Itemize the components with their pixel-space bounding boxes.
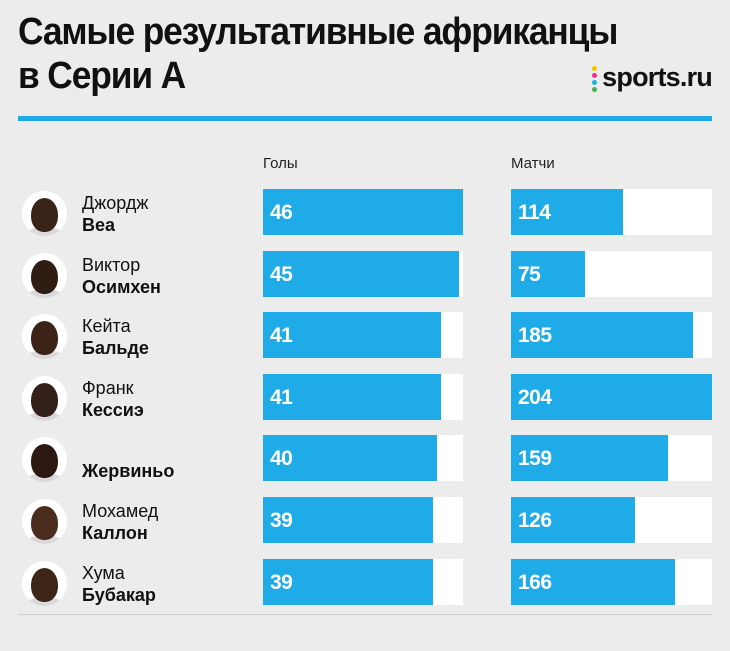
- goals-bar-track: 40: [263, 435, 463, 482]
- goals-value-label: 40: [270, 447, 293, 471]
- matches-value-label: 75: [518, 262, 541, 286]
- brand-logo: sports.ru: [592, 62, 713, 93]
- brand-dot: [592, 72, 598, 78]
- matches-value-label: 114: [518, 201, 551, 224]
- matches-bar-track: 75: [511, 250, 712, 297]
- goals-bar-track: 41: [263, 312, 463, 359]
- chart-title-line-2: в Серии А: [18, 55, 186, 97]
- player-last-name: Веа: [82, 215, 116, 235]
- player-avatar: [22, 560, 67, 606]
- player-last-name: Осимхен: [82, 276, 161, 297]
- footer-divider: [18, 614, 712, 615]
- goals-value-label: 39: [270, 570, 293, 594]
- player-last-name: Жервиньо: [82, 461, 175, 482]
- brand-dot: [592, 65, 598, 71]
- brand-dot: [592, 79, 598, 85]
- matches-value-label: 126: [518, 509, 552, 532]
- avatar-face: [31, 321, 58, 356]
- avatar-face: [31, 444, 58, 479]
- avatar-face: [31, 506, 58, 540]
- player-last-name: Бубакар: [82, 584, 156, 605]
- chart-title-line-1: Самые результативные африканцы: [18, 11, 618, 53]
- matches-bar-track: 114: [511, 189, 712, 235]
- player-avatar: [22, 499, 67, 544]
- player-avatar: [22, 252, 67, 298]
- player-avatar: [22, 314, 67, 360]
- player-first-name: Кейта: [82, 316, 131, 337]
- matches-bar: 166: [511, 558, 675, 605]
- brand-dots-icon: [592, 65, 598, 92]
- player-first-name: Джордж: [82, 193, 149, 213]
- player-last-name: Бальде: [82, 338, 149, 359]
- player-last-name: Кессиэ: [82, 399, 144, 420]
- matches-bar-track: 166: [511, 558, 712, 605]
- goals-value-label: 39: [270, 509, 293, 532]
- player-row: Хума Бубакар 39 166: [18, 558, 712, 609]
- column-header-goals: Голы: [263, 155, 298, 172]
- player-avatar: [22, 375, 67, 421]
- player-first-name: Мохамед: [82, 501, 159, 521]
- goals-bar: 45: [263, 250, 459, 297]
- player-first-name: Хума: [82, 562, 125, 583]
- goals-bar-track: 41: [263, 373, 463, 420]
- matches-value-label: 159: [518, 447, 552, 471]
- player-row: Франк Кессиэ 41 204: [18, 373, 712, 424]
- player-avatar: [22, 437, 67, 483]
- chart-title: Самые результативные африканцы в Серии А: [18, 10, 618, 98]
- player-row: Мохамед Каллон 39 126: [18, 497, 712, 547]
- avatar-face: [31, 382, 58, 417]
- brand-name: sports.ru: [602, 62, 713, 92]
- player-row: Джордж Веа 46 114: [18, 189, 712, 239]
- matches-bar: 126: [511, 497, 636, 543]
- goals-bar: 41: [263, 312, 442, 359]
- matches-bar: 204: [511, 373, 712, 420]
- matches-bar: 159: [511, 435, 668, 482]
- matches-bar-track: 126: [511, 497, 712, 543]
- goals-bar: 41: [263, 373, 442, 420]
- goals-bar-track: 45: [263, 250, 463, 297]
- player-last-name: Каллон: [82, 523, 148, 543]
- avatar-face: [31, 198, 58, 232]
- goals-bar-track: 39: [263, 497, 463, 543]
- player-row: Жервиньо 40 159: [18, 435, 712, 485]
- goals-bar-track: 39: [263, 558, 463, 605]
- player-avatar: [22, 191, 67, 236]
- matches-value-label: 185: [518, 324, 552, 348]
- brand-dot: [592, 86, 598, 92]
- goals-bar-track: 46: [263, 189, 463, 235]
- player-row: Кейта Бальде 41 185: [18, 312, 712, 362]
- matches-bar: 75: [511, 250, 585, 297]
- matches-bar: 185: [511, 312, 694, 359]
- matches-bar-track: 204: [511, 373, 712, 420]
- goals-bar: 40: [263, 435, 437, 482]
- matches-bar-track: 185: [511, 312, 712, 359]
- goals-value-label: 41: [270, 385, 293, 409]
- goals-value-label: 41: [270, 324, 293, 348]
- player-first-name: Виктор: [82, 254, 141, 275]
- player-first-name: Франк: [82, 377, 134, 398]
- header-divider: [18, 116, 712, 121]
- avatar-face: [31, 567, 58, 602]
- column-header-matches: Матчи: [511, 155, 555, 172]
- goals-bar: 39: [263, 497, 433, 543]
- goals-value-label: 46: [270, 201, 293, 224]
- matches-bar: 114: [511, 189, 624, 235]
- matches-bar-track: 159: [511, 435, 712, 482]
- matches-value-label: 204: [518, 385, 552, 409]
- goals-value-label: 45: [270, 262, 293, 286]
- goals-bar: 39: [263, 558, 433, 605]
- matches-value-label: 166: [518, 570, 552, 594]
- avatar-face: [31, 259, 58, 294]
- goals-bar: 46: [263, 189, 463, 235]
- player-row: Виктор Осимхен 45 75: [18, 250, 712, 301]
